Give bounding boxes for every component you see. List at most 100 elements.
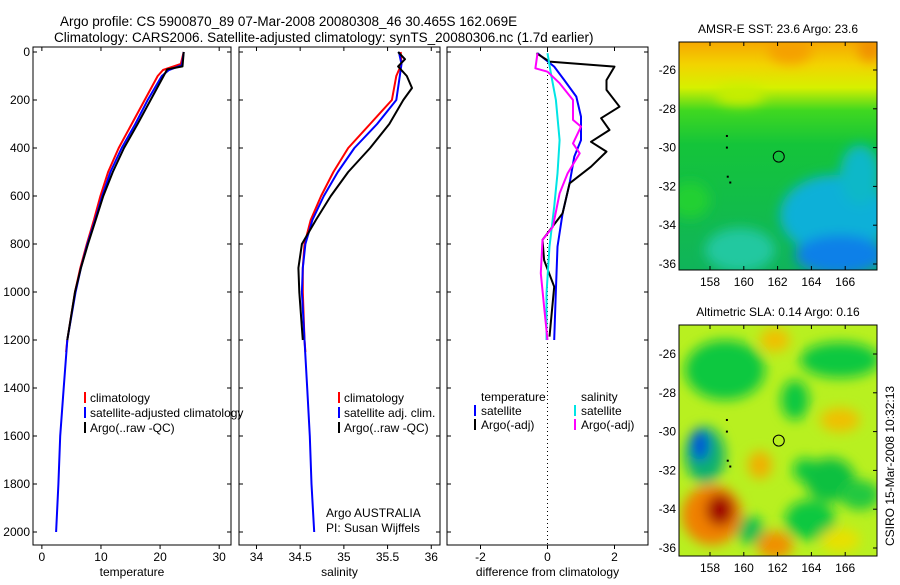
lat-tick-label: -30 [659, 141, 677, 155]
legend-swatch [338, 392, 340, 403]
x-tick-label: 36 [425, 550, 439, 564]
lon-tick-label: 162 [768, 561, 788, 575]
lon-tick-label: 164 [801, 561, 821, 575]
y-tick-label: 0 [23, 45, 30, 59]
sst-map: AMSR-E SST: 23.6 Argo: 23.6 158 160 162 164 1… [659, 22, 878, 289]
legend-label: climatology [344, 391, 404, 405]
legend-swatch [474, 419, 476, 430]
title-line-2: Climatology: CARS2006. Satellite-adjuste… [54, 30, 594, 45]
legend-label: climatology [90, 391, 150, 405]
lat-tick-label: -30 [659, 425, 677, 439]
map-title: AMSR-E SST: 23.6 Argo: 23.6 [698, 22, 858, 36]
profile-panels: 0 10 20 30020040060080010001200140016001800… [3, 45, 649, 579]
x-tick-label: 0 [544, 550, 551, 564]
series-temperature-argo-adj- [535, 52, 621, 337]
legend-label: satellite [481, 404, 522, 418]
x-tick-label: 20 [153, 550, 167, 564]
lon-tick-label: 158 [700, 561, 720, 575]
island-marker [726, 175, 729, 178]
island-marker [726, 459, 729, 462]
series-argo-raw-qc- [297, 51, 413, 341]
legend-swatch [574, 419, 576, 430]
y-tick-label: 1400 [3, 381, 30, 395]
sst-map-axes: AMSR-E SST: 23.6 Argo: 23.6 158 160 162 164 1… [659, 22, 877, 289]
lon-tick-label: 158 [700, 275, 720, 289]
legend-label: Argo(-adj) [581, 418, 634, 432]
y-tick-label: 1600 [3, 429, 30, 443]
y-tick-label: 400 [10, 141, 30, 155]
lat-tick-label: -36 [659, 257, 677, 271]
series-climatology [301, 51, 403, 353]
island-marker [725, 146, 728, 149]
x-tick-label: 34 [250, 550, 264, 564]
x-axis-label: temperature [100, 565, 165, 579]
lon-tick-label: 166 [835, 275, 855, 289]
legend-label: Argo(-adj) [481, 418, 534, 432]
map-title: Altimetric SLA: 0.14 Argo: 0.16 [696, 305, 860, 319]
sst-field [679, 42, 877, 270]
legend-swatch [574, 405, 576, 416]
legend-label: Argo(..raw -QC) [90, 421, 175, 435]
island-marker [725, 418, 728, 421]
legend-swatch [338, 407, 340, 418]
sla-map-axes: Altimetric SLA: 0.14 Argo: 0.16 158 160 162… [659, 305, 877, 575]
x-axis-label: salinity [321, 565, 358, 579]
lat-tick-label: -26 [659, 347, 677, 361]
credit-line-1: Argo AUSTRALIA [326, 506, 421, 520]
lon-tick-label: 160 [734, 561, 754, 575]
y-tick-label: 200 [10, 93, 30, 107]
x-tick-label: 34.5 [288, 550, 312, 564]
salinity-panel: 34 34.5 35 35.5 36 salinity climatologysatelli… [238, 46, 441, 579]
x-tick-label: 30 [212, 550, 226, 564]
sla-map: Altimetric SLA: 0.14 Argo: 0.16 158 160 162… [659, 305, 878, 575]
x-tick-label: 2 [611, 550, 618, 564]
x-axis-label: difference from climatology [476, 565, 619, 579]
lon-tick-label: 160 [734, 275, 754, 289]
lat-tick-label: -34 [659, 218, 677, 232]
plot-frame [32, 46, 232, 546]
title-line-1: Argo profile: CS 5900870_89 07-Mar-2008 … [60, 14, 517, 29]
argo-position-marker [772, 150, 785, 163]
lat-tick-label: -36 [659, 541, 677, 555]
x-tick-label: 0 [39, 550, 46, 564]
x-tick-label: 10 [94, 550, 108, 564]
lat-tick-label: -28 [659, 386, 677, 400]
island-marker [725, 134, 728, 137]
lon-tick-label: 166 [835, 561, 855, 575]
series-satellite-adj-clim- [300, 51, 403, 533]
sla-field [679, 325, 877, 556]
lat-tick-label: -32 [659, 463, 677, 477]
legend-swatch [84, 422, 86, 433]
lat-tick-label: -26 [659, 63, 677, 77]
series-salinity-satellite [545, 53, 561, 340]
series-argo-raw-qc- [66, 51, 185, 341]
legend-label: satellite-adjusted climatology [90, 406, 243, 420]
legend-header: temperature [481, 390, 546, 404]
y-tick-label: 2000 [3, 525, 30, 539]
lat-tick-label: -34 [659, 502, 677, 516]
y-tick-label: 800 [10, 237, 30, 251]
legend-label: satellite [581, 404, 622, 418]
island-marker [725, 430, 728, 433]
lat-tick-label: -32 [659, 179, 677, 193]
y-tick-label: 1200 [3, 333, 30, 347]
lon-tick-label: 162 [768, 275, 788, 289]
y-tick-label: 600 [10, 189, 30, 203]
y-tick-label: 1000 [3, 285, 30, 299]
argo-position-marker [772, 434, 785, 447]
y-tick-label: 1800 [3, 477, 30, 491]
legend-swatch [84, 392, 86, 403]
legend-swatch [338, 422, 340, 433]
series-climatology [65, 51, 185, 353]
legend-swatch [474, 405, 476, 416]
legend-label: satellite adj. clim. [344, 406, 435, 420]
legend-swatch [84, 407, 86, 418]
plot-frame [238, 46, 441, 546]
island-marker [729, 181, 732, 184]
temperature-panel: 0 10 20 30 0 200 400 600 800 1000 1200 1400 1600 1800… [3, 45, 243, 579]
island-marker [729, 465, 732, 468]
legend-label: Argo(..raw -QC) [344, 421, 429, 435]
x-tick-label: -2 [475, 550, 486, 564]
